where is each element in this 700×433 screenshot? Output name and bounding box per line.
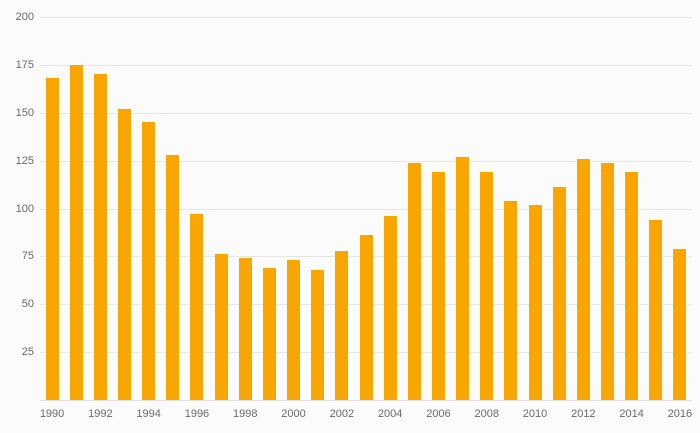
bar-1998	[238, 258, 252, 400]
x-axis-tick-label: 2004	[377, 408, 403, 420]
y-axis-tick-label: 75	[21, 250, 34, 263]
x-axis-tick-label: 2006	[426, 408, 451, 420]
bar-2003	[359, 235, 373, 400]
bar-1997	[214, 254, 228, 400]
x-axis-tick-label: 1998	[233, 408, 258, 420]
y-axis-tick-label: 175	[15, 58, 34, 71]
y-axis-tick-label: 25	[21, 346, 34, 359]
gridline	[40, 64, 692, 66]
bar-2007	[456, 156, 470, 400]
x-axis-tick-label: 2002	[329, 408, 355, 420]
y-axis-tick-label: 50	[21, 298, 34, 311]
x-axis-tick-label: 2000	[281, 408, 306, 420]
bar-2015	[649, 219, 663, 400]
x-axis-tick-label: 1994	[136, 408, 161, 420]
bar-2010	[528, 204, 542, 400]
bar-1991	[69, 64, 83, 400]
bar-1996	[190, 214, 204, 400]
x-axis-tick-label: 1990	[39, 408, 65, 420]
y-axis-tick-label: 150	[15, 106, 34, 119]
bar-2011	[552, 187, 566, 400]
bar-1999	[262, 267, 276, 400]
y-axis-tick-label: 125	[15, 154, 34, 167]
bar-1990	[45, 78, 59, 400]
bar-2014	[625, 172, 639, 400]
bar-2006	[431, 172, 445, 400]
y-axis-tick-label: 100	[15, 202, 34, 215]
bar-2002	[335, 250, 349, 400]
x-axis-tick-label: 2010	[522, 408, 548, 420]
x-axis-tick-label: 2008	[474, 408, 499, 420]
bar-2000	[287, 260, 301, 400]
bar-1995	[166, 154, 180, 400]
gridline	[40, 160, 692, 162]
x-axis-tick-label: 2014	[619, 408, 644, 420]
y-axis-tick-label: 200	[15, 11, 34, 23]
x-axis-tick-label: 1996	[184, 408, 210, 420]
bar-1992	[93, 74, 107, 400]
bar-1994	[142, 122, 156, 400]
bar-2016	[673, 248, 687, 400]
x-axis-baseline	[40, 400, 692, 401]
bar-2004	[383, 216, 397, 400]
x-axis-tick-label: 1992	[88, 408, 113, 420]
bar-2001	[311, 269, 325, 400]
gridline	[40, 17, 692, 18]
bar-1993	[118, 108, 132, 400]
bar-2009	[504, 200, 518, 400]
x-axis-tick-label: 2012	[571, 408, 596, 420]
bar-2005	[407, 162, 421, 400]
bar-2012	[576, 158, 590, 400]
bar-2013	[600, 162, 614, 400]
gridline	[40, 112, 692, 114]
bar-2008	[480, 172, 494, 400]
gridline	[40, 208, 692, 210]
x-axis-tick-label: 2016	[667, 408, 693, 420]
